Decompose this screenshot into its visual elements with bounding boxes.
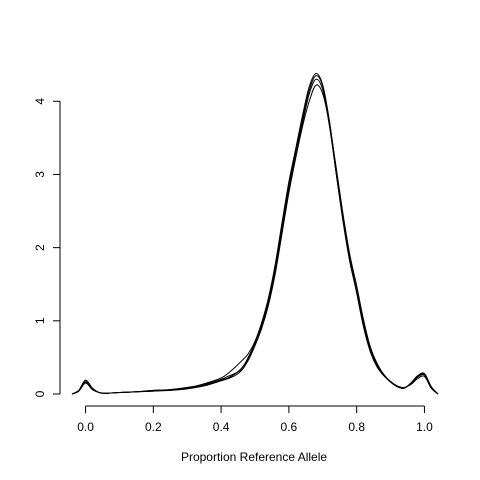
x-tick-label: 0.8: [348, 420, 365, 434]
axis-layer: 0.0 0.2 0.4 0.6 0.8 1.0 0 1 2 3 4: [33, 98, 433, 434]
series-layer: [71, 72, 439, 395]
x-tick-label: 0.2: [145, 420, 162, 434]
y-tick-label: 4: [33, 98, 47, 105]
y-tick-label: 0: [33, 390, 47, 397]
x-tick-label: 0.6: [281, 420, 298, 434]
x-tick-label: 0.4: [213, 420, 230, 434]
y-tick-label: 3: [33, 171, 47, 178]
x-tick-label: 0.0: [77, 420, 94, 434]
x-axis-title: Proportion Reference Allele: [181, 450, 327, 464]
x-tick-label: 1.0: [416, 420, 433, 434]
y-tick-label: 1: [33, 317, 47, 324]
y-tick-label: 2: [33, 244, 47, 251]
density-line-4: [71, 84, 439, 395]
